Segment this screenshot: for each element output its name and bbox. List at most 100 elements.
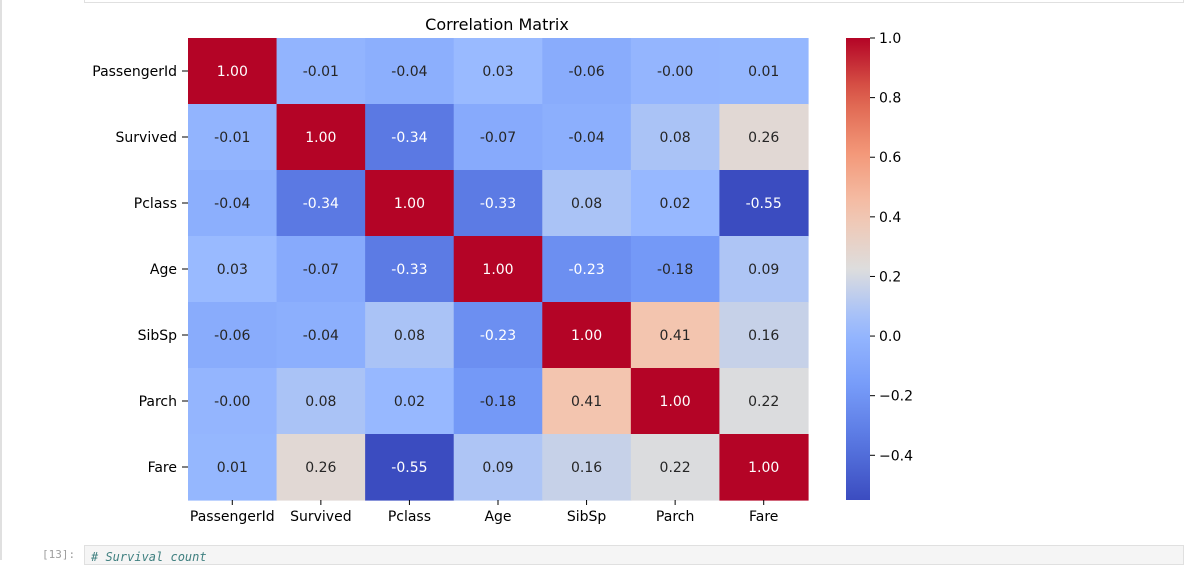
cell-value-label: 0.02: [394, 394, 425, 410]
cell-value-label: -0.06: [568, 64, 604, 80]
heatmap-cell: [188, 302, 278, 369]
cell-value-label: -0.33: [480, 196, 516, 212]
cell-value-label: 0.01: [748, 64, 779, 80]
cell-value-label: 0.41: [660, 328, 691, 344]
heatmap-cell: [453, 236, 543, 303]
heatmap-cell: [542, 104, 632, 171]
notebook-left-border: [0, 0, 2, 560]
heatmap-cell: [542, 302, 632, 369]
column-label: Age: [484, 509, 511, 525]
row-labels: PassengerId Survived Pclass Age SibSp Parch Fa…: [92, 64, 188, 476]
cell-value-label: 0.22: [748, 394, 779, 410]
heatmap-cell: [365, 368, 455, 435]
colorbar-tick-label: 0.4: [879, 210, 901, 226]
row-label: Age: [150, 262, 177, 278]
heatmap-cell: [365, 104, 455, 171]
cell-value-label: 1.00: [748, 460, 779, 476]
cell-value-label: 0.08: [394, 328, 425, 344]
heatmap-cell: [453, 302, 543, 369]
heatmap-cell: [630, 236, 721, 303]
heatmap-cell: [630, 104, 721, 171]
heatmap-cell: [188, 170, 278, 237]
heatmap-cell: [365, 170, 455, 237]
cell-value-label: -0.34: [303, 196, 339, 212]
cell-value-label: 0.09: [748, 262, 779, 278]
heatmap-cell: [542, 236, 632, 303]
heatmap-cell: [453, 38, 543, 105]
heatmap-cell: [365, 302, 455, 369]
cell-value-label: -0.18: [657, 262, 693, 278]
column-label: Pclass: [388, 509, 431, 525]
heatmap-cell: [365, 38, 455, 105]
heatmap-cell: [719, 236, 809, 303]
heatmap-cell: [630, 170, 721, 237]
cell-value-label: -0.00: [657, 64, 693, 80]
cell-value-label: -0.04: [391, 64, 427, 80]
colorbar-tick-label: −0.4: [879, 448, 913, 464]
cell-value-label: 1.00: [482, 262, 513, 278]
cell-value-label: -0.04: [303, 328, 339, 344]
chart-title: Correlation Matrix: [425, 15, 569, 34]
heatmap-cell: [719, 170, 809, 237]
cell-value-label: 1.00: [571, 328, 602, 344]
cell-value-label: -0.33: [391, 262, 427, 278]
cell-value-label: -0.04: [214, 196, 250, 212]
heatmap-cell: [719, 38, 809, 105]
cell-value-label: 0.09: [482, 460, 513, 476]
heatmap-cell: [542, 38, 632, 105]
cell-value-label: -0.23: [480, 328, 516, 344]
heatmap-cell: [719, 104, 809, 171]
colorbar: −0.4 −0.2 0.0 0.2 0.4 0.6 0.8 1.0: [846, 31, 913, 500]
cell-value-label: 1.00: [217, 64, 248, 80]
heatmap-cells: 1.00 -0.01 -0.04 0.03 -0.06 -0.00 0.01 -0.01 1.0…: [188, 38, 809, 501]
row-label: SibSp: [138, 328, 178, 344]
column-label: PassengerId: [190, 509, 275, 525]
heatmap-cell: [276, 236, 366, 303]
cell-value-label: -0.00: [214, 394, 250, 410]
row-label: PassengerId: [92, 64, 177, 80]
heatmap-cell: [365, 434, 455, 501]
colorbar-tick-label: 0.0: [879, 329, 901, 345]
row-label: Fare: [148, 460, 177, 476]
heatmap-cell: [188, 104, 278, 171]
code-comment: # Survival count: [91, 550, 207, 564]
cell-value-label: 0.41: [571, 394, 602, 410]
heatmap-cell: [719, 368, 809, 435]
cell-value-label: -0.01: [303, 64, 339, 80]
heatmap-cell: [276, 434, 366, 501]
code-cell[interactable]: # Survival count: [84, 545, 1184, 565]
heatmap-cell: [630, 434, 721, 501]
cell-value-label: 0.03: [217, 262, 248, 278]
heatmap-cell: [276, 38, 366, 105]
column-label: Fare: [749, 509, 778, 525]
heatmap-cell: [630, 38, 721, 105]
cell-value-label: 0.02: [660, 196, 691, 212]
column-label: SibSp: [567, 509, 607, 525]
cell-value-label: -0.01: [214, 130, 250, 146]
heatmap-cell: [719, 302, 809, 369]
heatmap-cell: [630, 368, 721, 435]
correlation-heatmap-chart: Correlation Matrix 1.00 -0.01 -0.04 0.03 -0.…: [92, 15, 913, 525]
heatmap-cell: [542, 170, 632, 237]
cell-value-label: 1.00: [660, 394, 691, 410]
cell-value-label: 0.03: [482, 64, 513, 80]
cell-value-label: -0.07: [303, 262, 339, 278]
cell-value-label: 0.26: [748, 130, 779, 146]
cell-value-label: 0.08: [571, 196, 602, 212]
cell-value-label: 0.08: [660, 130, 691, 146]
cell-value-label: -0.23: [568, 262, 604, 278]
row-label: Pclass: [134, 196, 177, 212]
heatmap-cell: [453, 368, 543, 435]
cell-value-label: -0.55: [391, 460, 427, 476]
column-labels: PassengerId Survived Pclass Age SibSp Parch Fa…: [190, 500, 778, 525]
cell-output-area: Correlation Matrix 1.00 -0.01 -0.04 0.03 -0.…: [92, 15, 913, 525]
row-label: Parch: [139, 394, 177, 410]
column-label: Parch: [656, 509, 694, 525]
cell-value-label: 0.22: [660, 460, 691, 476]
cell-prompt: [13]:: [42, 548, 76, 561]
heatmap-cell: [453, 434, 543, 501]
heatmap-cell: [542, 368, 632, 435]
cell-value-label: 0.26: [305, 460, 336, 476]
heatmap-cell: [453, 170, 543, 237]
colorbar-tick-label: 0.2: [879, 269, 901, 285]
